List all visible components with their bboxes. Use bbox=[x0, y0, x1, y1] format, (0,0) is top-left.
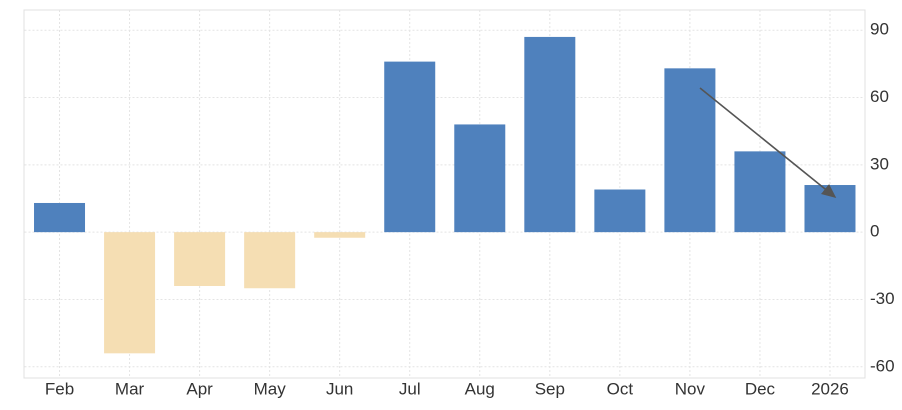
x-tick-label: Jun bbox=[326, 379, 353, 398]
bar bbox=[244, 232, 296, 289]
x-tick-label: May bbox=[254, 379, 287, 398]
y-tick-label: 90 bbox=[870, 20, 889, 39]
x-tick-label: Nov bbox=[675, 379, 706, 398]
x-tick-label: Dec bbox=[745, 379, 776, 398]
bar bbox=[664, 68, 716, 233]
x-tick-label: Feb bbox=[45, 379, 74, 398]
x-tick-label: Aug bbox=[465, 379, 495, 398]
x-tick-label: Jul bbox=[399, 379, 421, 398]
y-tick-label: 0 bbox=[870, 222, 879, 241]
x-tick-label: Oct bbox=[607, 379, 634, 398]
y-tick-label: -60 bbox=[870, 356, 895, 375]
bar bbox=[314, 232, 366, 238]
trend-arrow bbox=[699, 87, 837, 199]
x-tick-label: Sep bbox=[535, 379, 565, 398]
bar bbox=[34, 202, 86, 233]
y-tick-label: 30 bbox=[870, 154, 889, 173]
x-tick-label: Apr bbox=[186, 379, 213, 398]
bar bbox=[174, 232, 226, 286]
bar bbox=[454, 124, 506, 233]
y-tick-label: 60 bbox=[870, 87, 889, 106]
bar bbox=[104, 232, 156, 354]
plot-area bbox=[23, 9, 866, 379]
bar bbox=[594, 189, 646, 233]
bar bbox=[734, 151, 786, 233]
x-tick-label: 2026 bbox=[811, 379, 849, 398]
bar bbox=[524, 36, 576, 233]
x-tick-label: Mar bbox=[115, 379, 145, 398]
bar bbox=[384, 61, 436, 233]
y-tick-label: -30 bbox=[870, 289, 895, 308]
